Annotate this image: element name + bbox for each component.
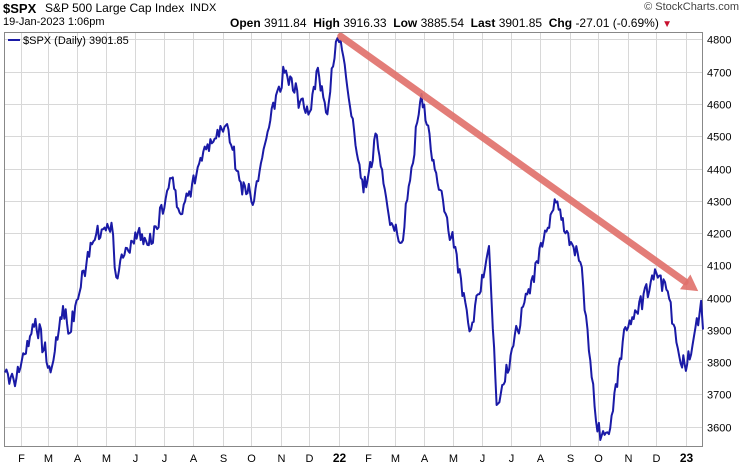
open-label: Open: [230, 16, 261, 30]
price-line-series: [4, 37, 704, 441]
x-tick-label: F: [365, 453, 372, 465]
x-tick-label: S: [220, 453, 227, 465]
plot-frame: [4, 32, 703, 447]
ticker-symbol: $SPX: [3, 1, 37, 16]
x-axis-ticks: F M A M J J A S O N D 22 F M A M J J A S O N D 23: [18, 451, 693, 465]
x-tick-label: J: [133, 453, 139, 465]
y-tick-label: 4500: [707, 132, 731, 144]
low-label: Low: [393, 16, 418, 30]
y-tick-label: 3900: [707, 326, 731, 338]
grid-layer: [5, 33, 703, 446]
low-value: 3885.54: [420, 16, 464, 30]
x-tick-label: 22: [333, 451, 347, 465]
x-tick-label: S: [567, 453, 574, 465]
trend-arrow-shaft: [337, 32, 689, 286]
x-tick-label: O: [247, 453, 256, 465]
x-tick-label: F: [18, 453, 25, 465]
y-tick-label: 4400: [707, 165, 731, 177]
x-tick-label: J: [509, 453, 515, 465]
y-axis-ticks: 3600 3700 3800 3900 4000 4100 4200 4300 4400 4500…: [707, 35, 731, 435]
legend-label: $SPX (Daily) 3901.85: [23, 35, 129, 47]
y-tick-label: 4800: [707, 35, 731, 47]
quote-values: Open 3911.84 High 3916.33 Low 3885.54 La…: [230, 16, 672, 30]
x-tick-label: M: [449, 453, 458, 465]
trend-arrow-head: [680, 274, 699, 292]
x-tick-label: M: [44, 453, 53, 465]
chart-title-row: $SPX S&P 500 Large Cap Index INDX © Stoc…: [0, 0, 747, 17]
x-tick-label: A: [190, 453, 198, 465]
high-label: High: [313, 16, 340, 30]
last-value: 3901.85: [498, 16, 543, 30]
x-tick-label: M: [391, 453, 400, 465]
x-tick-label: N: [278, 453, 286, 465]
x-tick-label: A: [74, 453, 82, 465]
y-tick-label: 4700: [707, 68, 731, 80]
x-tick-label: A: [537, 453, 545, 465]
quote-row: 19-Jan-2023 1:06pm Open 3911.84 High 391…: [0, 16, 747, 33]
legend: $SPX (Daily) 3901.85: [8, 35, 129, 47]
open-value: 3911.84: [264, 16, 307, 30]
x-tick-label: M: [102, 453, 111, 465]
x-tick-label: A: [421, 453, 429, 465]
exchange-label: INDX: [190, 2, 217, 14]
y-tick-label: 4600: [707, 100, 731, 112]
last-label: Last: [470, 16, 496, 30]
x-tick-label: J: [162, 453, 168, 465]
x-tick-label: N: [625, 453, 633, 465]
chg-label: Chg: [548, 16, 573, 30]
y-tick-label: 3700: [707, 390, 731, 402]
y-tick-label: 4200: [707, 229, 731, 241]
x-tick-label: 23: [680, 451, 694, 465]
series-layer: [4, 37, 704, 441]
y-tick-label: 4000: [707, 294, 731, 306]
x-tick-label: D: [653, 453, 661, 465]
chg-value: -27.01 (-0.69%): [575, 16, 659, 30]
x-tick-label: O: [594, 453, 603, 465]
annotation-layer: [337, 32, 699, 292]
y-tick-label: 4300: [707, 197, 731, 209]
high-value: 3916.33: [343, 16, 387, 30]
y-tick-label: 3600: [707, 423, 731, 435]
x-tick-label: D: [306, 453, 314, 465]
y-tick-label: 3800: [707, 358, 731, 370]
down-triangle-icon: ▼: [662, 19, 673, 30]
quote-date: 19-Jan-2023 1:06pm: [3, 16, 105, 28]
index-name: S&P 500 Large Cap Index: [45, 1, 185, 15]
stockcharts-watermark: © StockCharts.com: [644, 1, 739, 13]
y-tick-label: 4100: [707, 261, 731, 273]
x-tick-label: J: [480, 453, 486, 465]
